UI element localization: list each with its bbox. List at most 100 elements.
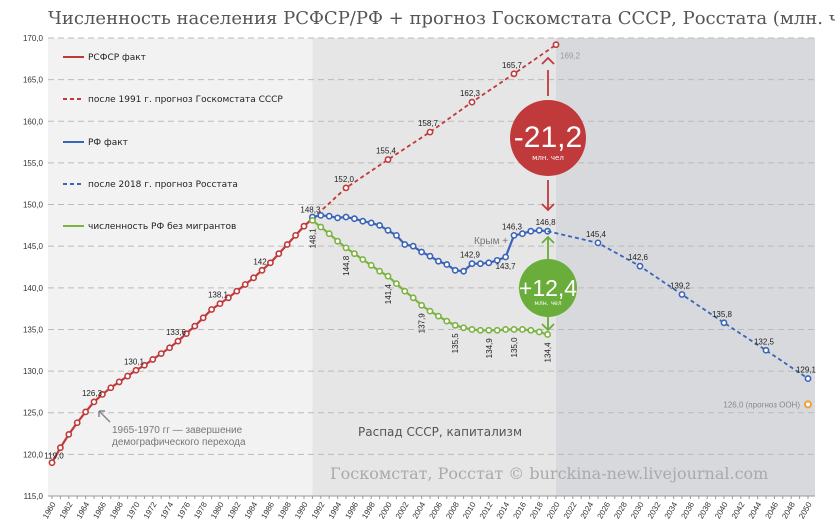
x-tick-label: 2000 [377,500,394,520]
data-point [367,261,375,269]
data-label: 134,9 [485,338,494,359]
data-point [418,248,425,256]
x-tick-label: 2022 [562,500,579,520]
data-label: 152,0 [334,175,355,184]
data-point [57,444,64,452]
legend-label: после 1991 г. прогноз Госкомстата СССР [88,95,283,105]
data-label: 141,4 [384,284,393,305]
gain-unit: млн. чел [534,300,561,307]
data-point [392,231,400,239]
x-tick-label: 2026 [595,500,612,520]
x-tick-label: 1986 [259,500,276,520]
series-1: 152,0 155,4 158,7 162,3 165,7 169,2 [311,41,581,220]
un-forecast-point [804,400,812,409]
x-tick-label: 1962 [58,500,75,520]
data-point [82,408,89,416]
x-tick-label: 2014 [495,500,512,520]
data-label: 138,1 [208,291,229,300]
data-point [166,344,173,352]
x-tick-label: 1976 [175,500,192,520]
gain-badge [519,259,577,317]
data-point [208,306,215,313]
data-point [804,375,812,382]
data-point [502,253,509,261]
data-point [426,252,434,260]
data-point [334,237,341,245]
data-label: 146,8 [536,218,557,227]
data-point [258,266,266,274]
arrow-down-icon [541,180,555,212]
x-tick-label: 1992 [310,500,327,520]
data-label: 126,3 [82,389,103,398]
x-tick-label: 2020 [545,500,562,520]
data-label: 169,2 [560,52,581,61]
data-point [342,244,350,252]
data-point [434,312,442,320]
data-point [241,281,249,288]
data-point [762,346,770,354]
data-point [350,215,358,223]
data-point [149,356,157,363]
x-tick-label: 1998 [360,500,377,520]
x-tick-label: 2032 [646,500,663,520]
data-label: 155,4 [376,147,397,156]
legend-label: РФ факт [88,138,128,148]
chart-title: Численность населения РСФСР/РФ + прогноз… [48,8,835,29]
data-label: 142,9 [460,251,481,260]
data-point [493,326,501,334]
data-point [720,319,728,327]
x-tick-label: 1978 [192,500,209,520]
x-tick-label: 1984 [243,500,260,520]
data-point [342,184,350,192]
x-tick-label: 2046 [763,500,780,520]
data-point [224,294,232,302]
data-point [502,326,509,333]
data-point [451,266,459,274]
data-point [443,317,451,325]
data-point [535,226,543,234]
y-tick-label: 145,0 [23,242,44,251]
data-point [409,294,417,302]
data-point [468,98,476,106]
series-4: 148,1 144,8 141,4 137,9 135,5 134,9 135,0 134,4 [308,216,553,362]
arrow-up-icon [541,56,555,96]
loss-value: -21,2 [514,121,582,154]
data-point [65,430,73,438]
data-point [476,260,484,268]
data-point [527,227,535,235]
x-tick-label: 1994 [327,500,344,520]
data-point [48,459,56,467]
x-tick-label: 2016 [511,500,528,520]
data-point [115,378,123,386]
region-forecast [556,38,815,496]
data-label: 165,7 [502,61,523,70]
data-label: 139,2 [670,281,691,290]
data-point [191,322,199,330]
series: 119,0126,3130,1133,6138,1142148,3152,015… [44,41,817,467]
x-tick-label: 2050 [797,500,814,520]
loss-badge [510,100,586,176]
data-point [485,259,493,267]
transition-note-line1: 1965-1970 гг — завершение [112,425,243,436]
data-label: 148,3 [300,206,321,215]
data-point [350,250,358,258]
x-tick-label: 2024 [579,500,596,520]
data-point [308,216,316,224]
data-label: 119,0 [44,452,64,461]
x-tick-label: 1970 [125,500,142,520]
gain-value: +12,4 [519,275,577,301]
data-label: 133,6 [166,328,187,337]
data-label: 135,8 [712,310,733,319]
data-point [544,331,551,338]
data-point [216,300,224,308]
data-point [510,326,518,333]
data-point [325,212,333,220]
data-point [594,239,602,247]
data-point [233,287,241,295]
data-label: 142 [253,257,267,266]
data-point [527,326,535,334]
data-point [384,156,392,163]
y-tick-label: 150,0 [23,201,44,210]
x-tick-label: 2042 [730,500,747,520]
data-point [636,262,644,270]
